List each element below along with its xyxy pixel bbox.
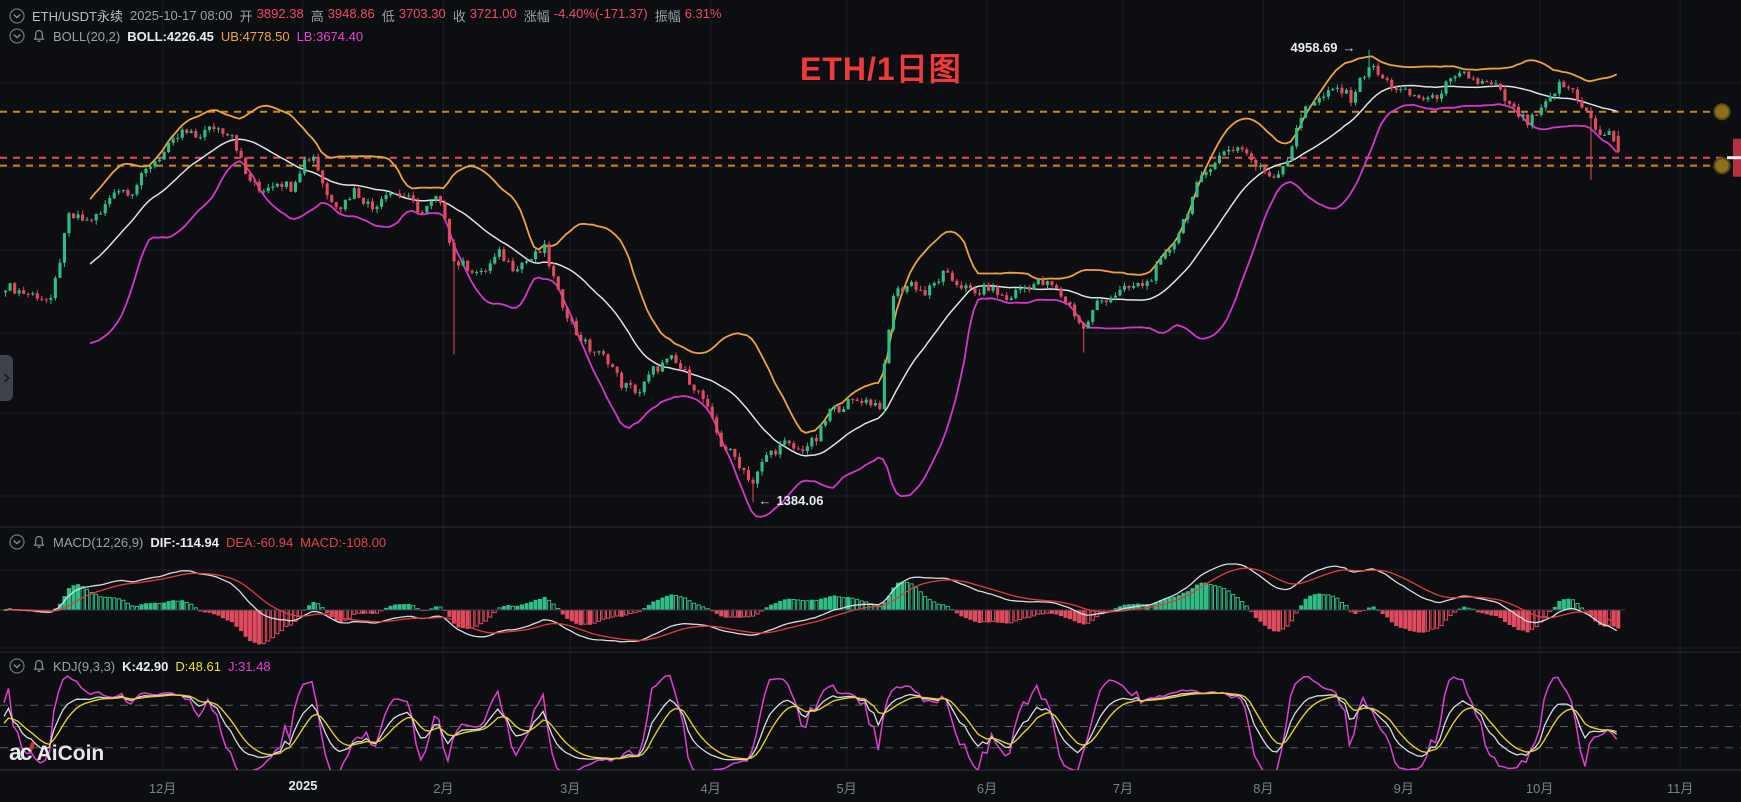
change-label: 涨幅 xyxy=(523,9,550,24)
macd-dea-value: DEA:-60.94 xyxy=(225,534,294,550)
high-label: 高 xyxy=(310,9,324,24)
alert-bell-icon[interactable] xyxy=(32,659,46,674)
main-price-pane xyxy=(0,50,1741,518)
axis-month-label: 9月 xyxy=(1393,781,1414,796)
change-value: -4.40%(-171.37) xyxy=(553,6,648,21)
macd-name: MACD(12,26,9) xyxy=(53,534,144,550)
aicoin-logo-icon: ac xyxy=(9,741,35,764)
axis-month-label: 10月 xyxy=(1525,781,1554,796)
close-value: 3721.00 xyxy=(469,6,517,21)
low-price-value: 1384.06 xyxy=(776,493,824,509)
axis-month-label: 5月 xyxy=(836,781,857,796)
macd-indicator-header: MACD(12,26,9) DIF:-114.94 DEA:-60.94 MAC… xyxy=(9,534,386,550)
axis-month-label: 7月 xyxy=(1112,781,1134,796)
boll-mid-value: BOLL:4226.45 xyxy=(127,28,214,44)
low-price-annotation: ← 1384.06 xyxy=(758,493,823,508)
collapse-chevron-icon[interactable] xyxy=(9,658,25,674)
macd-pane xyxy=(0,563,1625,645)
aicoin-watermark: ac AiCoin xyxy=(9,741,105,765)
price-alert-pin-icon xyxy=(1713,103,1731,121)
symbol-header: ETH/USDT永续 2025-10-17 08:00 开 3892.38 高 39… xyxy=(9,6,722,25)
kdj-j-value: J:31.48 xyxy=(227,658,271,674)
axis-month-label: 3月 xyxy=(560,781,581,796)
price-alert-pin-icon xyxy=(1713,157,1731,175)
axis-month-label: 8月 xyxy=(1253,781,1274,796)
kdj-k-value: K:42.90 xyxy=(122,658,169,674)
arrow-left-icon: ← xyxy=(758,493,772,509)
alert-bell-icon[interactable] xyxy=(32,535,46,550)
kdj-name: KDJ(9,3,3) xyxy=(53,658,116,674)
axis-month-label: 12月 xyxy=(148,781,177,796)
low-value: 3703.30 xyxy=(398,6,446,21)
boll-lb-value: LB:3674.40 xyxy=(296,28,364,44)
boll-name: BOLL(20,2) xyxy=(53,28,121,44)
collapse-chevron-icon[interactable] xyxy=(9,28,25,44)
axis-month-label: 11月 xyxy=(1666,781,1694,796)
open-label: 开 xyxy=(239,9,253,24)
candle-datetime: 2025-10-17 08:00 xyxy=(130,8,233,23)
sidebar-expand-tab[interactable] xyxy=(0,355,13,401)
collapse-chevron-icon[interactable] xyxy=(9,534,25,550)
boll-indicator-header: BOLL(20,2) BOLL:4226.45 UB:4778.50 LB:36… xyxy=(9,28,363,44)
kdj-pane xyxy=(0,674,1741,770)
axis-month-label: 4月 xyxy=(700,781,721,796)
high-price-annotation: 4958.69 → xyxy=(1291,40,1356,55)
time-axis[interactable]: 12月 2025 2月 3月 4月 5月 6月 7月 8月 9月 10月 11月 xyxy=(0,770,1741,802)
low-label: 低 xyxy=(381,9,395,24)
chart-title: ETH/1日图 xyxy=(800,51,962,87)
collapse-chevron-icon[interactable] xyxy=(9,7,25,24)
macd-hist-value: MACD:-108.00 xyxy=(300,534,387,550)
amplitude-value: 6.31% xyxy=(684,6,722,21)
kdj-indicator-header: KDJ(9,3,3) K:42.90 D:48.61 J:31.48 xyxy=(9,658,271,674)
axis-month-label: 6月 xyxy=(976,781,998,796)
chevron-right-icon xyxy=(3,373,10,383)
axis-month-label: 2025 xyxy=(288,778,318,793)
arrow-right-icon: → xyxy=(1342,40,1356,55)
axis-month-label: 2月 xyxy=(433,781,454,796)
close-label: 收 xyxy=(452,9,466,24)
alert-bell-icon[interactable] xyxy=(32,29,46,44)
high-value: 3948.86 xyxy=(327,6,375,21)
kdj-d-value: D:48.61 xyxy=(175,658,221,674)
symbol-name: ETH/USDT永续 xyxy=(32,9,124,24)
macd-dif-value: DIF:-114.94 xyxy=(150,534,219,550)
high-price-value: 4958.69 xyxy=(1290,40,1338,55)
aicoin-logo-text: AiCoin xyxy=(36,742,105,765)
open-value: 3892.38 xyxy=(256,6,304,21)
amplitude-label: 振幅 xyxy=(654,9,681,24)
boll-ub-value: UB:4778.50 xyxy=(220,28,290,44)
